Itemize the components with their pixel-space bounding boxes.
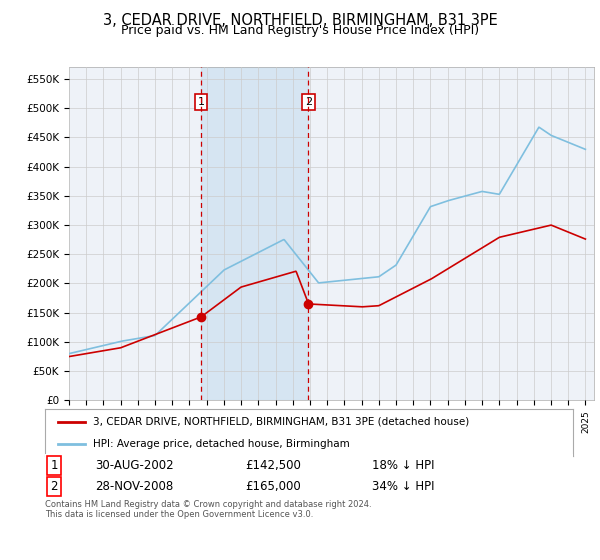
Text: 1: 1 [197, 97, 205, 108]
Text: £165,000: £165,000 [245, 480, 301, 493]
Bar [201, 67, 308, 400]
Text: Price paid vs. HM Land Registry's House Price Index (HPI): Price paid vs. HM Land Registry's House … [121, 24, 479, 37]
Text: Contains HM Land Registry data © Crown copyright and database right 2024.
This d: Contains HM Land Registry data © Crown c… [45, 500, 371, 519]
Text: £142,500: £142,500 [245, 459, 302, 472]
Text: 2: 2 [305, 97, 312, 108]
Text: 3, CEDAR DRIVE, NORTHFIELD, BIRMINGHAM, B31 3PE: 3, CEDAR DRIVE, NORTHFIELD, BIRMINGHAM, … [103, 13, 497, 29]
Text: 30-AUG-2002: 30-AUG-2002 [95, 459, 174, 472]
Text: 18% ↓ HPI: 18% ↓ HPI [373, 459, 435, 472]
Text: 28-NOV-2008: 28-NOV-2008 [95, 480, 173, 493]
Text: 1: 1 [50, 459, 58, 472]
Text: HPI: Average price, detached house, Birmingham: HPI: Average price, detached house, Birm… [92, 438, 349, 449]
Text: 2: 2 [50, 480, 58, 493]
Text: 3, CEDAR DRIVE, NORTHFIELD, BIRMINGHAM, B31 3PE (detached house): 3, CEDAR DRIVE, NORTHFIELD, BIRMINGHAM, … [92, 417, 469, 427]
Text: 34% ↓ HPI: 34% ↓ HPI [373, 480, 435, 493]
